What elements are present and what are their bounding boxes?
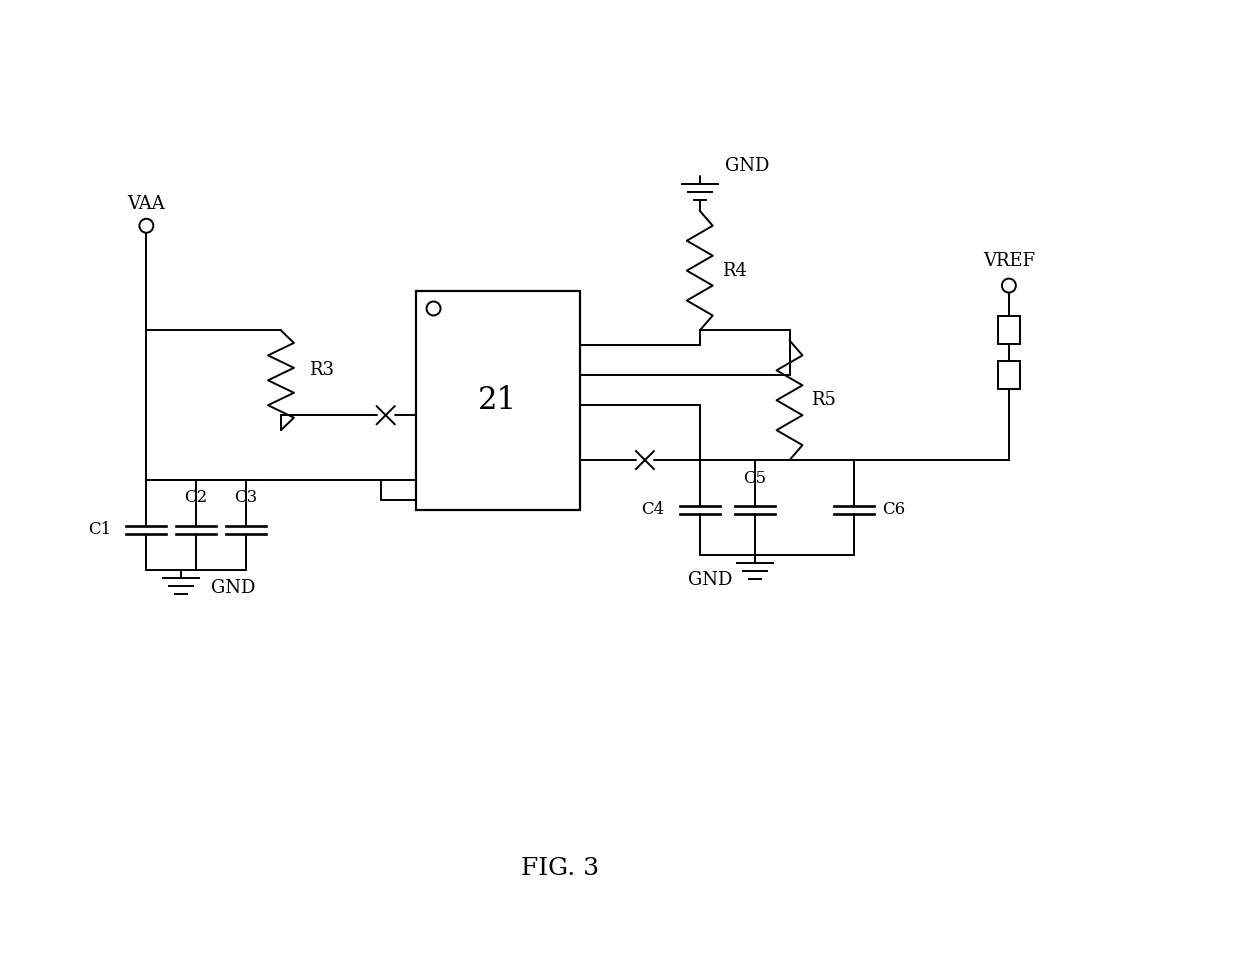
Text: R4: R4 xyxy=(722,262,746,279)
Text: R5: R5 xyxy=(811,391,836,410)
Text: VAA: VAA xyxy=(128,195,165,213)
Text: FIG. 3: FIG. 3 xyxy=(521,857,599,881)
Text: 21: 21 xyxy=(479,384,517,415)
Text: GND: GND xyxy=(688,571,732,589)
Text: C6: C6 xyxy=(882,501,905,519)
Text: C1: C1 xyxy=(88,522,112,538)
Bar xyxy=(998,316,1019,344)
Bar xyxy=(415,291,580,510)
Text: GND: GND xyxy=(724,157,769,175)
Text: GND: GND xyxy=(211,579,255,596)
Bar xyxy=(998,361,1019,389)
Text: C2: C2 xyxy=(185,489,208,507)
Text: C4: C4 xyxy=(641,501,665,519)
Text: C5: C5 xyxy=(743,470,766,486)
Text: VREF: VREF xyxy=(983,252,1035,270)
Text: C3: C3 xyxy=(234,489,258,507)
Text: R3: R3 xyxy=(309,361,334,379)
